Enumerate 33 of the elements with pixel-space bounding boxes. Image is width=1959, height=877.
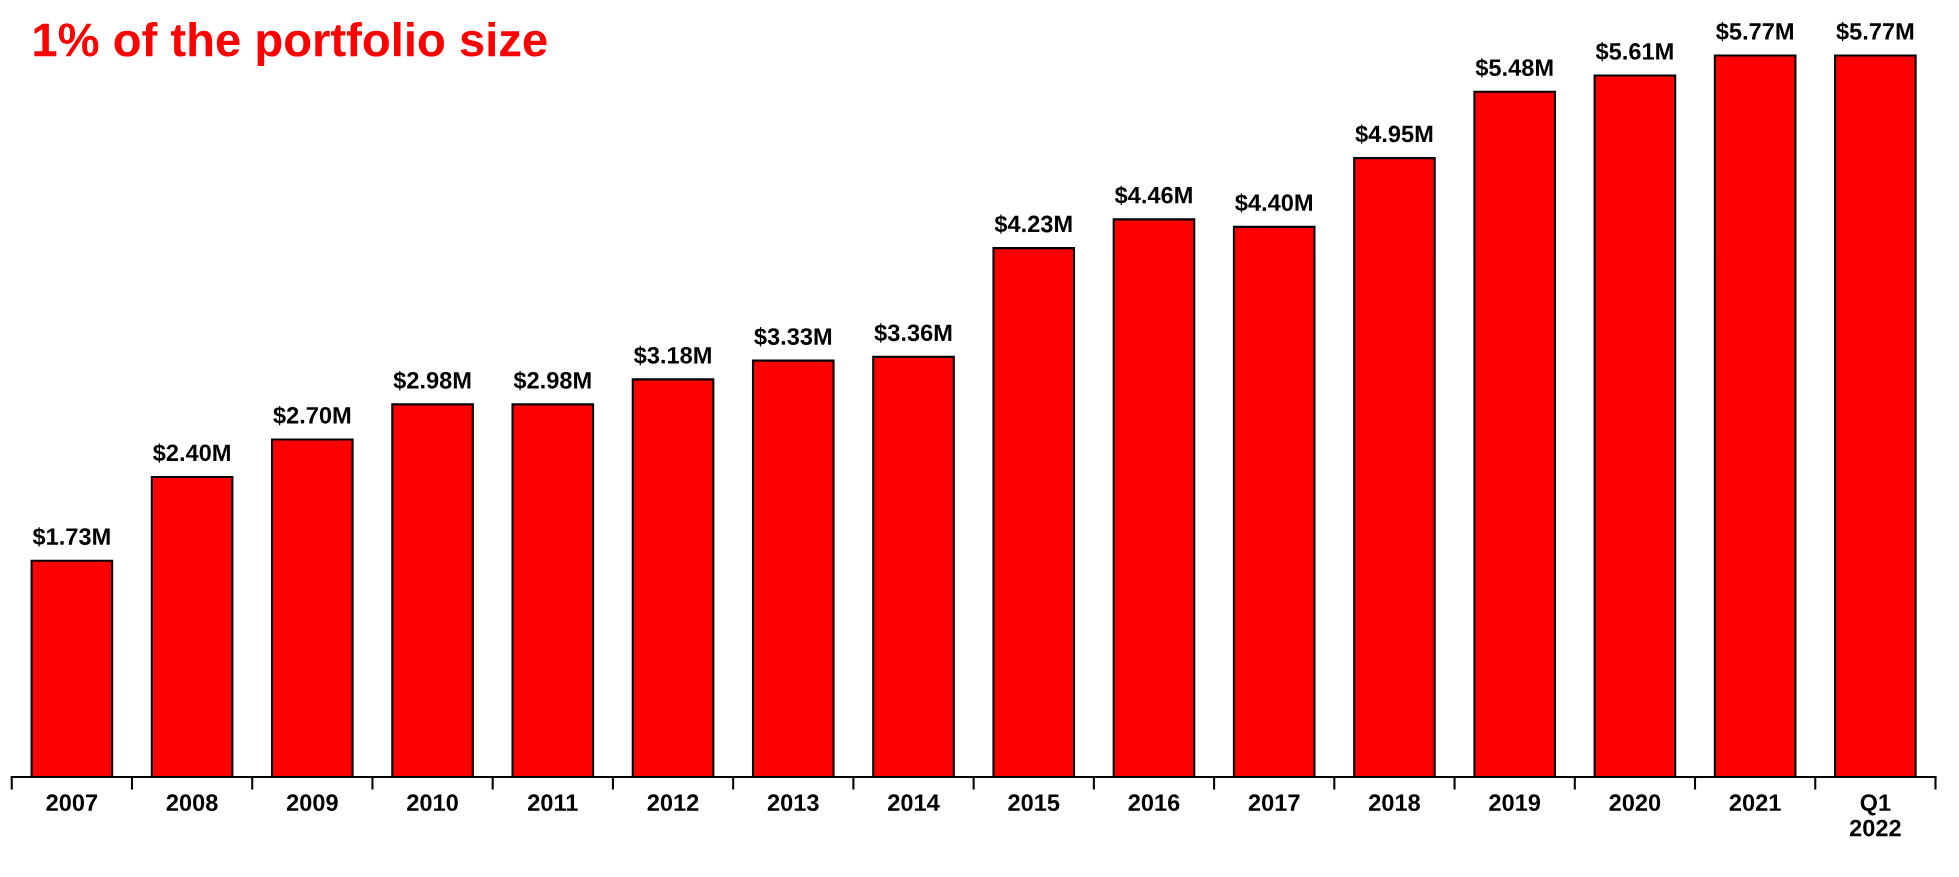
x-tick-label: Q1 2022 (1849, 794, 1901, 837)
chart-title: 1% of the portfolio size (34, 21, 547, 66)
x-tick-label: 2012 (647, 794, 699, 812)
x-tick-label: 2008 (166, 794, 218, 812)
x-tick-label: 2019 (1489, 794, 1541, 812)
x-tick-label: 2018 (1369, 794, 1420, 812)
data-label: $1.73M (32, 527, 110, 547)
x-tick-label: 2017 (1248, 794, 1300, 812)
x-tick-label: 2007 (46, 794, 98, 812)
x-tick-label: 2009 (286, 794, 338, 812)
data-label: $4.46M (1114, 185, 1192, 206)
data-label: $3.33M (754, 327, 832, 347)
x-tick-label: 2015 (1008, 794, 1060, 812)
data-label: $4.23M (994, 214, 1072, 234)
data-label: $5.48M (1475, 58, 1553, 78)
data-label: $4.40M (1235, 193, 1313, 213)
data-label: $3.18M (633, 345, 711, 366)
x-tick-label: 2020 (1609, 794, 1661, 812)
x-tick-label: 2016 (1128, 794, 1180, 812)
data-label: $2.70M (273, 405, 351, 426)
data-label: $5.77M (1716, 22, 1793, 42)
data-label: $5.77M (1836, 22, 1914, 42)
data-label: $2.40M (153, 443, 230, 463)
data-label: $2.98M (393, 370, 471, 391)
x-tick-label: 2021 (1729, 794, 1781, 812)
x-tick-label: 2011 (528, 794, 578, 812)
data-label: $5.61M (1595, 42, 1673, 62)
data-label: $2.98M (513, 370, 591, 391)
x-tick-label: 2010 (407, 794, 458, 812)
x-tick-label: 2014 (888, 794, 940, 812)
x-tick-label: 2013 (767, 794, 819, 812)
data-label: $3.36M (874, 323, 952, 343)
data-label: $4.95M (1355, 124, 1433, 144)
